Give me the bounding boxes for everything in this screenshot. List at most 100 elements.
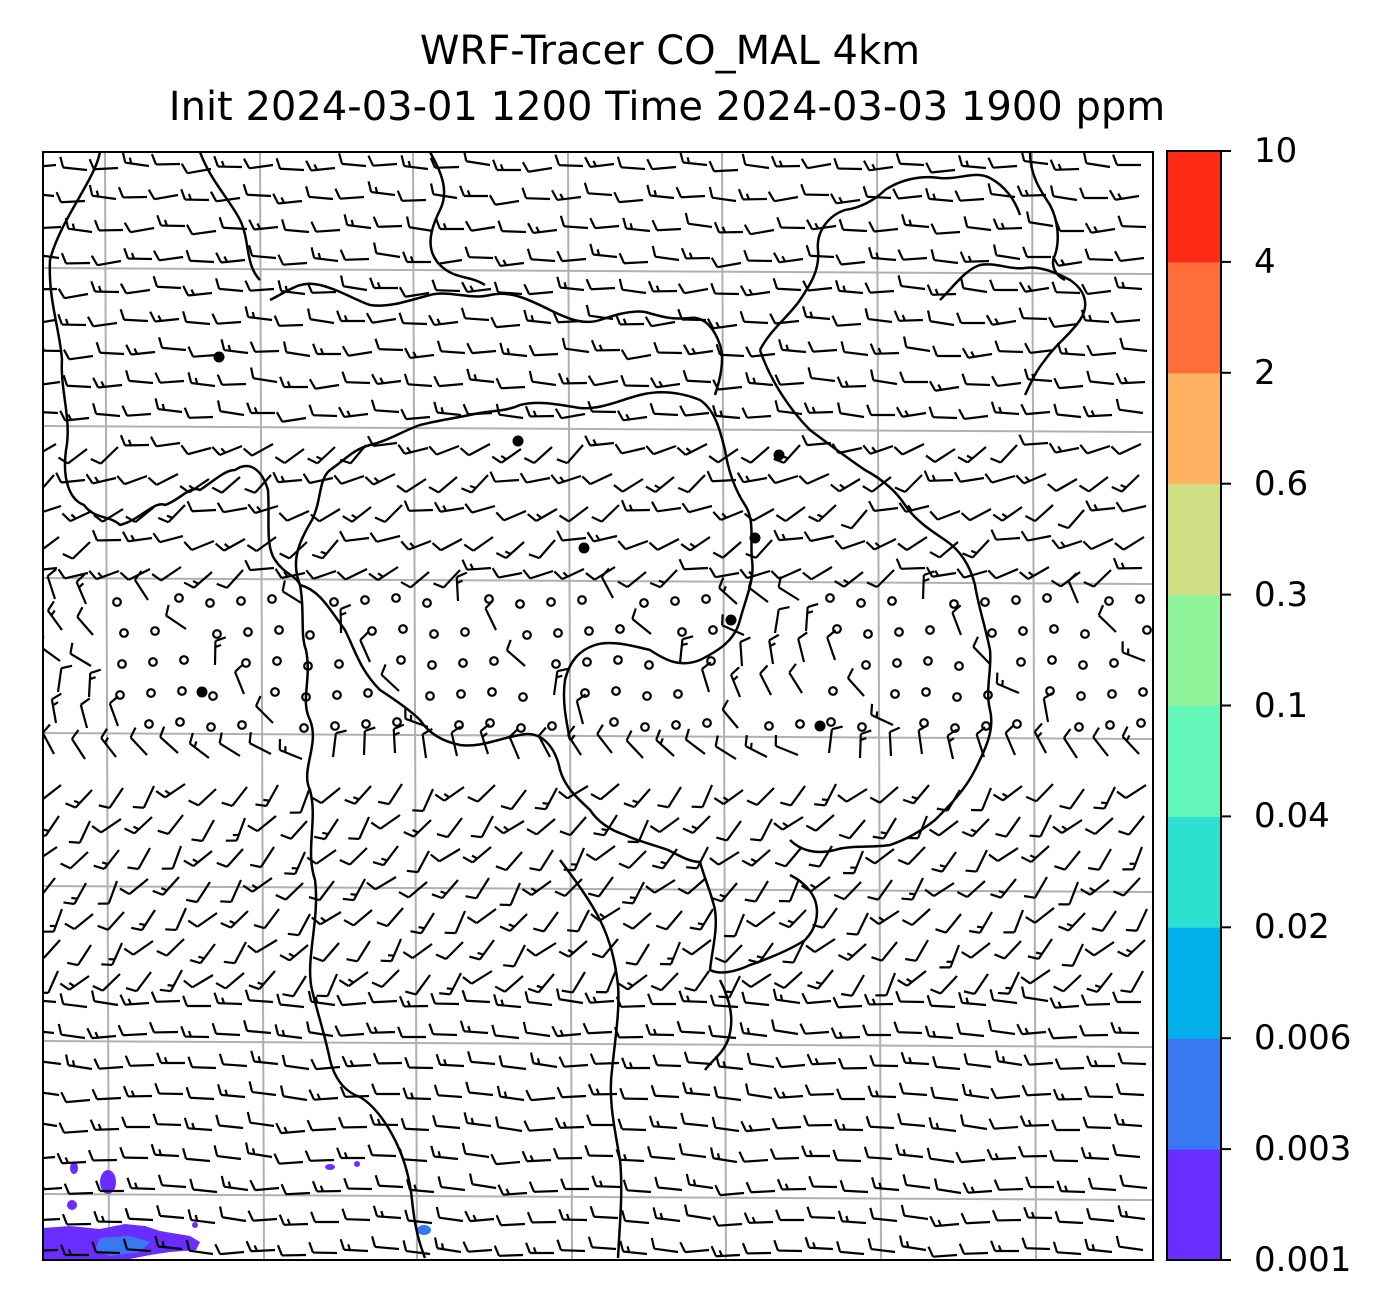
wind-barb xyxy=(723,913,746,938)
calm-wind-marker xyxy=(863,629,873,639)
wind-barb xyxy=(46,600,63,631)
wind-barb xyxy=(770,155,801,168)
station-dot xyxy=(814,720,826,732)
wind-barb xyxy=(700,661,712,693)
wind-barb xyxy=(956,568,988,579)
wind-barb xyxy=(770,567,802,580)
wind-barb xyxy=(189,1178,218,1194)
wind-barb xyxy=(803,531,835,543)
wind-barb xyxy=(1052,1241,1082,1256)
wind-barb xyxy=(125,971,152,993)
wind-barb xyxy=(840,341,869,357)
wind-barb xyxy=(932,345,961,358)
wind-barb xyxy=(994,340,1024,354)
wind-barb xyxy=(362,726,376,756)
wind-barb xyxy=(165,907,188,932)
wind-barb xyxy=(374,338,404,352)
calm-wind-marker xyxy=(1047,655,1057,665)
wind-barb xyxy=(158,337,187,352)
wind-barb xyxy=(868,500,899,513)
wind-barb xyxy=(233,663,246,695)
wind-barb xyxy=(710,1245,741,1258)
wind-barb xyxy=(495,509,527,522)
wind-barb xyxy=(61,510,93,523)
station-dot xyxy=(773,449,785,461)
colorbar-tick-label: 0.6 xyxy=(1254,463,1309,504)
wind-barb xyxy=(691,784,714,809)
wind-barb xyxy=(954,190,985,202)
wind-barb xyxy=(615,1148,645,1163)
calm-wind-marker xyxy=(553,628,563,638)
wind-barb xyxy=(400,539,432,551)
wind-barb xyxy=(464,220,496,232)
wind-barb xyxy=(831,443,863,455)
wind-barb xyxy=(773,605,790,634)
wind-barb xyxy=(627,819,650,844)
wind-barb xyxy=(986,1148,1017,1161)
wind-barb xyxy=(595,969,618,994)
wind-barb xyxy=(558,506,589,523)
wind-barb xyxy=(685,1173,714,1190)
calm-wind-marker xyxy=(427,660,437,670)
wind-barb xyxy=(773,1239,803,1253)
wind-barb xyxy=(132,785,155,809)
wind-barb xyxy=(1049,159,1080,171)
station-dot xyxy=(196,686,208,698)
wind-barb xyxy=(76,606,94,636)
wind-barb xyxy=(79,697,91,729)
wind-barb xyxy=(676,1020,706,1035)
wind-barb xyxy=(902,784,930,805)
wind-barb xyxy=(124,1207,154,1222)
wind-barb xyxy=(495,541,525,560)
wind-barb xyxy=(651,219,682,232)
calm-wind-marker xyxy=(577,595,587,605)
wind-barb xyxy=(428,1023,458,1037)
wind-barb xyxy=(646,158,677,171)
wind-barb xyxy=(575,693,587,725)
wind-barb xyxy=(154,1235,183,1251)
wind-barb xyxy=(928,1117,957,1133)
wind-barb xyxy=(215,278,244,293)
wind-barb xyxy=(721,699,739,729)
calm-wind-marker xyxy=(361,719,371,729)
wind-barb xyxy=(659,941,682,966)
wind-barb xyxy=(437,1176,466,1192)
wind-barb xyxy=(493,994,522,1009)
wind-barb xyxy=(958,408,989,421)
wind-barb xyxy=(777,576,800,601)
wind-barb xyxy=(278,1214,309,1226)
wind-barb xyxy=(650,1084,680,1099)
wind-barb xyxy=(467,1051,496,1066)
tracer-spot-6 xyxy=(417,1225,431,1235)
wind-barb xyxy=(864,848,895,865)
calm-wind-marker xyxy=(1018,626,1028,636)
wind-barb xyxy=(152,250,184,262)
calm-wind-marker xyxy=(329,597,339,607)
wind-barb xyxy=(246,402,275,415)
wind-barb xyxy=(840,974,865,997)
wind-barb xyxy=(461,559,492,571)
wind-barb xyxy=(589,1053,620,1065)
wind-barb xyxy=(865,538,897,551)
wind-barb xyxy=(862,160,894,172)
wind-barb xyxy=(552,1147,583,1160)
wind-barb xyxy=(653,341,683,355)
wind-barb xyxy=(778,909,807,929)
gridline-horizontal xyxy=(43,1040,1153,1048)
wind-barb xyxy=(64,913,94,931)
wind-barb xyxy=(71,729,86,760)
wind-barb xyxy=(622,912,652,930)
wind-barb xyxy=(523,446,553,465)
wind-barb xyxy=(429,157,460,169)
wind-barb xyxy=(926,284,957,296)
wind-barb xyxy=(494,820,525,835)
wind-barb xyxy=(802,566,833,581)
wind-barb xyxy=(91,529,122,542)
wind-barb xyxy=(1085,500,1116,512)
wind-barb xyxy=(807,969,834,990)
wind-barb xyxy=(371,969,400,988)
calm-wind-marker xyxy=(921,687,931,697)
wind-barb xyxy=(150,1143,180,1158)
wind-barb xyxy=(946,728,958,760)
wind-barb xyxy=(129,727,148,756)
